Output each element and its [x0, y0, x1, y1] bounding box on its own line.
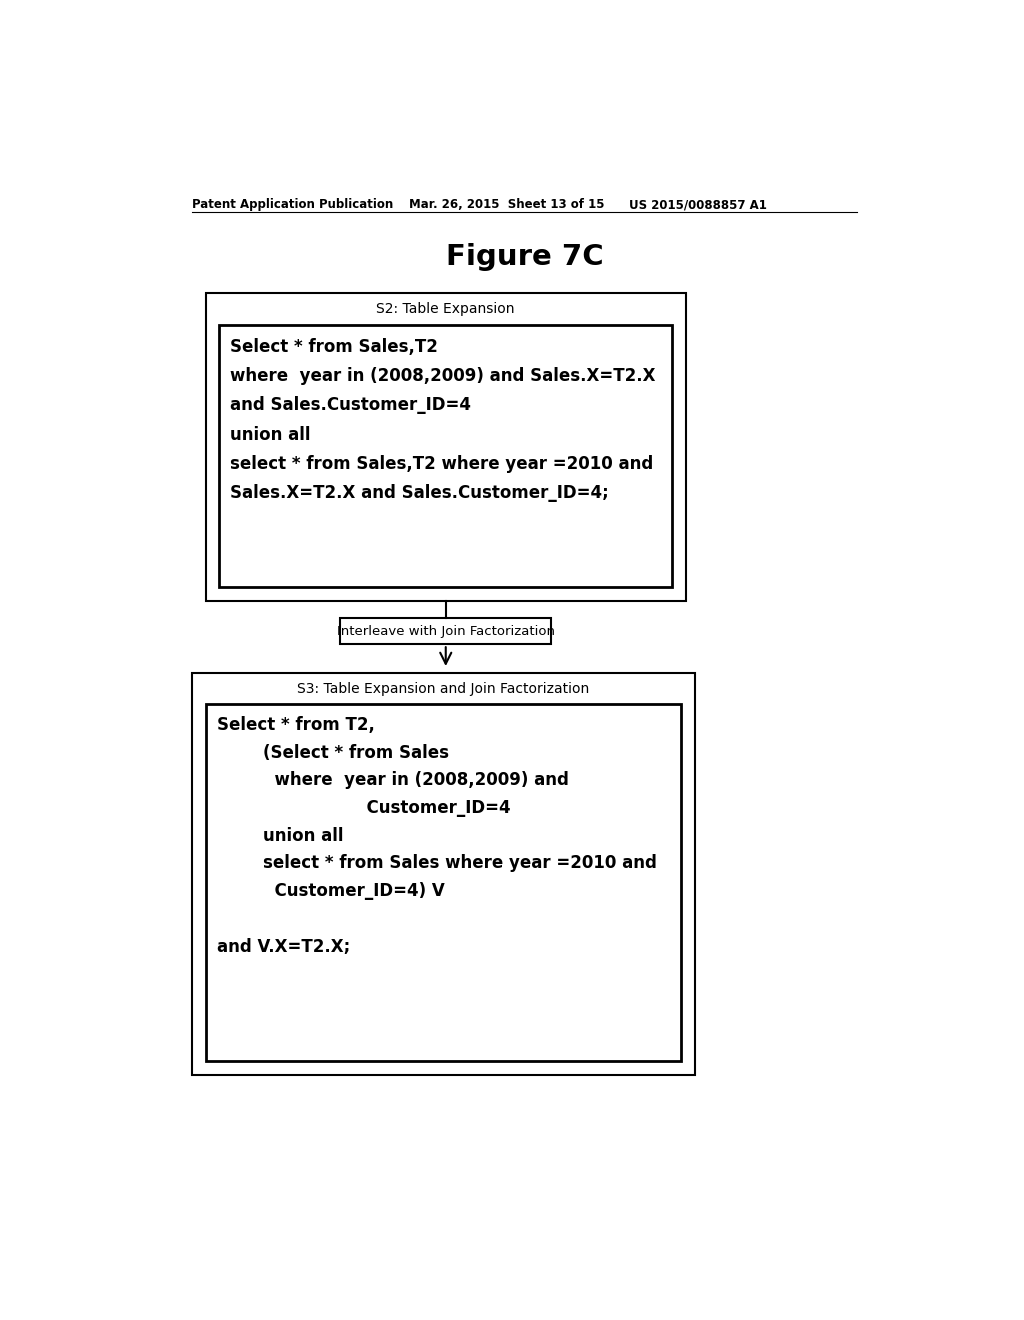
Bar: [206, 293, 686, 601]
Bar: [193, 673, 694, 1074]
Text: and Sales.Customer_ID=4: and Sales.Customer_ID=4: [230, 396, 471, 414]
Text: Customer_ID=4: Customer_ID=4: [217, 799, 511, 817]
Text: Patent Application Publication: Patent Application Publication: [193, 198, 393, 211]
Text: Select * from Sales,T2: Select * from Sales,T2: [230, 338, 438, 356]
Text: where  year in (2008,2009) and: where year in (2008,2009) and: [217, 771, 569, 789]
Text: Customer_ID=4) V: Customer_ID=4) V: [217, 882, 444, 900]
Text: select * from Sales,T2 where year =2010 and: select * from Sales,T2 where year =2010 …: [230, 455, 653, 473]
Bar: [219, 326, 672, 587]
Text: union all: union all: [217, 826, 344, 845]
Text: US 2015/0088857 A1: US 2015/0088857 A1: [629, 198, 767, 211]
Text: S2: Table Expansion: S2: Table Expansion: [377, 302, 515, 317]
Text: Interleave with Join Factorization: Interleave with Join Factorization: [337, 624, 555, 638]
Text: (Select * from Sales: (Select * from Sales: [217, 743, 450, 762]
Text: Mar. 26, 2015  Sheet 13 of 15: Mar. 26, 2015 Sheet 13 of 15: [410, 198, 605, 211]
Text: select * from Sales where year =2010 and: select * from Sales where year =2010 and: [217, 854, 657, 873]
Text: union all: union all: [230, 425, 311, 444]
Text: Select * from T2,: Select * from T2,: [217, 715, 375, 734]
Text: S3: Table Expansion and Join Factorization: S3: Table Expansion and Join Factorizati…: [297, 682, 590, 696]
Text: and V.X=T2.X;: and V.X=T2.X;: [217, 937, 350, 956]
Text: Figure 7C: Figure 7C: [446, 243, 603, 271]
Bar: [340, 618, 551, 644]
Text: where  year in (2008,2009) and Sales.X=T2.X: where year in (2008,2009) and Sales.X=T2…: [230, 367, 655, 385]
Text: Sales.X=T2.X and Sales.Customer_ID=4;: Sales.X=T2.X and Sales.Customer_ID=4;: [230, 484, 609, 502]
Bar: [206, 704, 681, 1061]
